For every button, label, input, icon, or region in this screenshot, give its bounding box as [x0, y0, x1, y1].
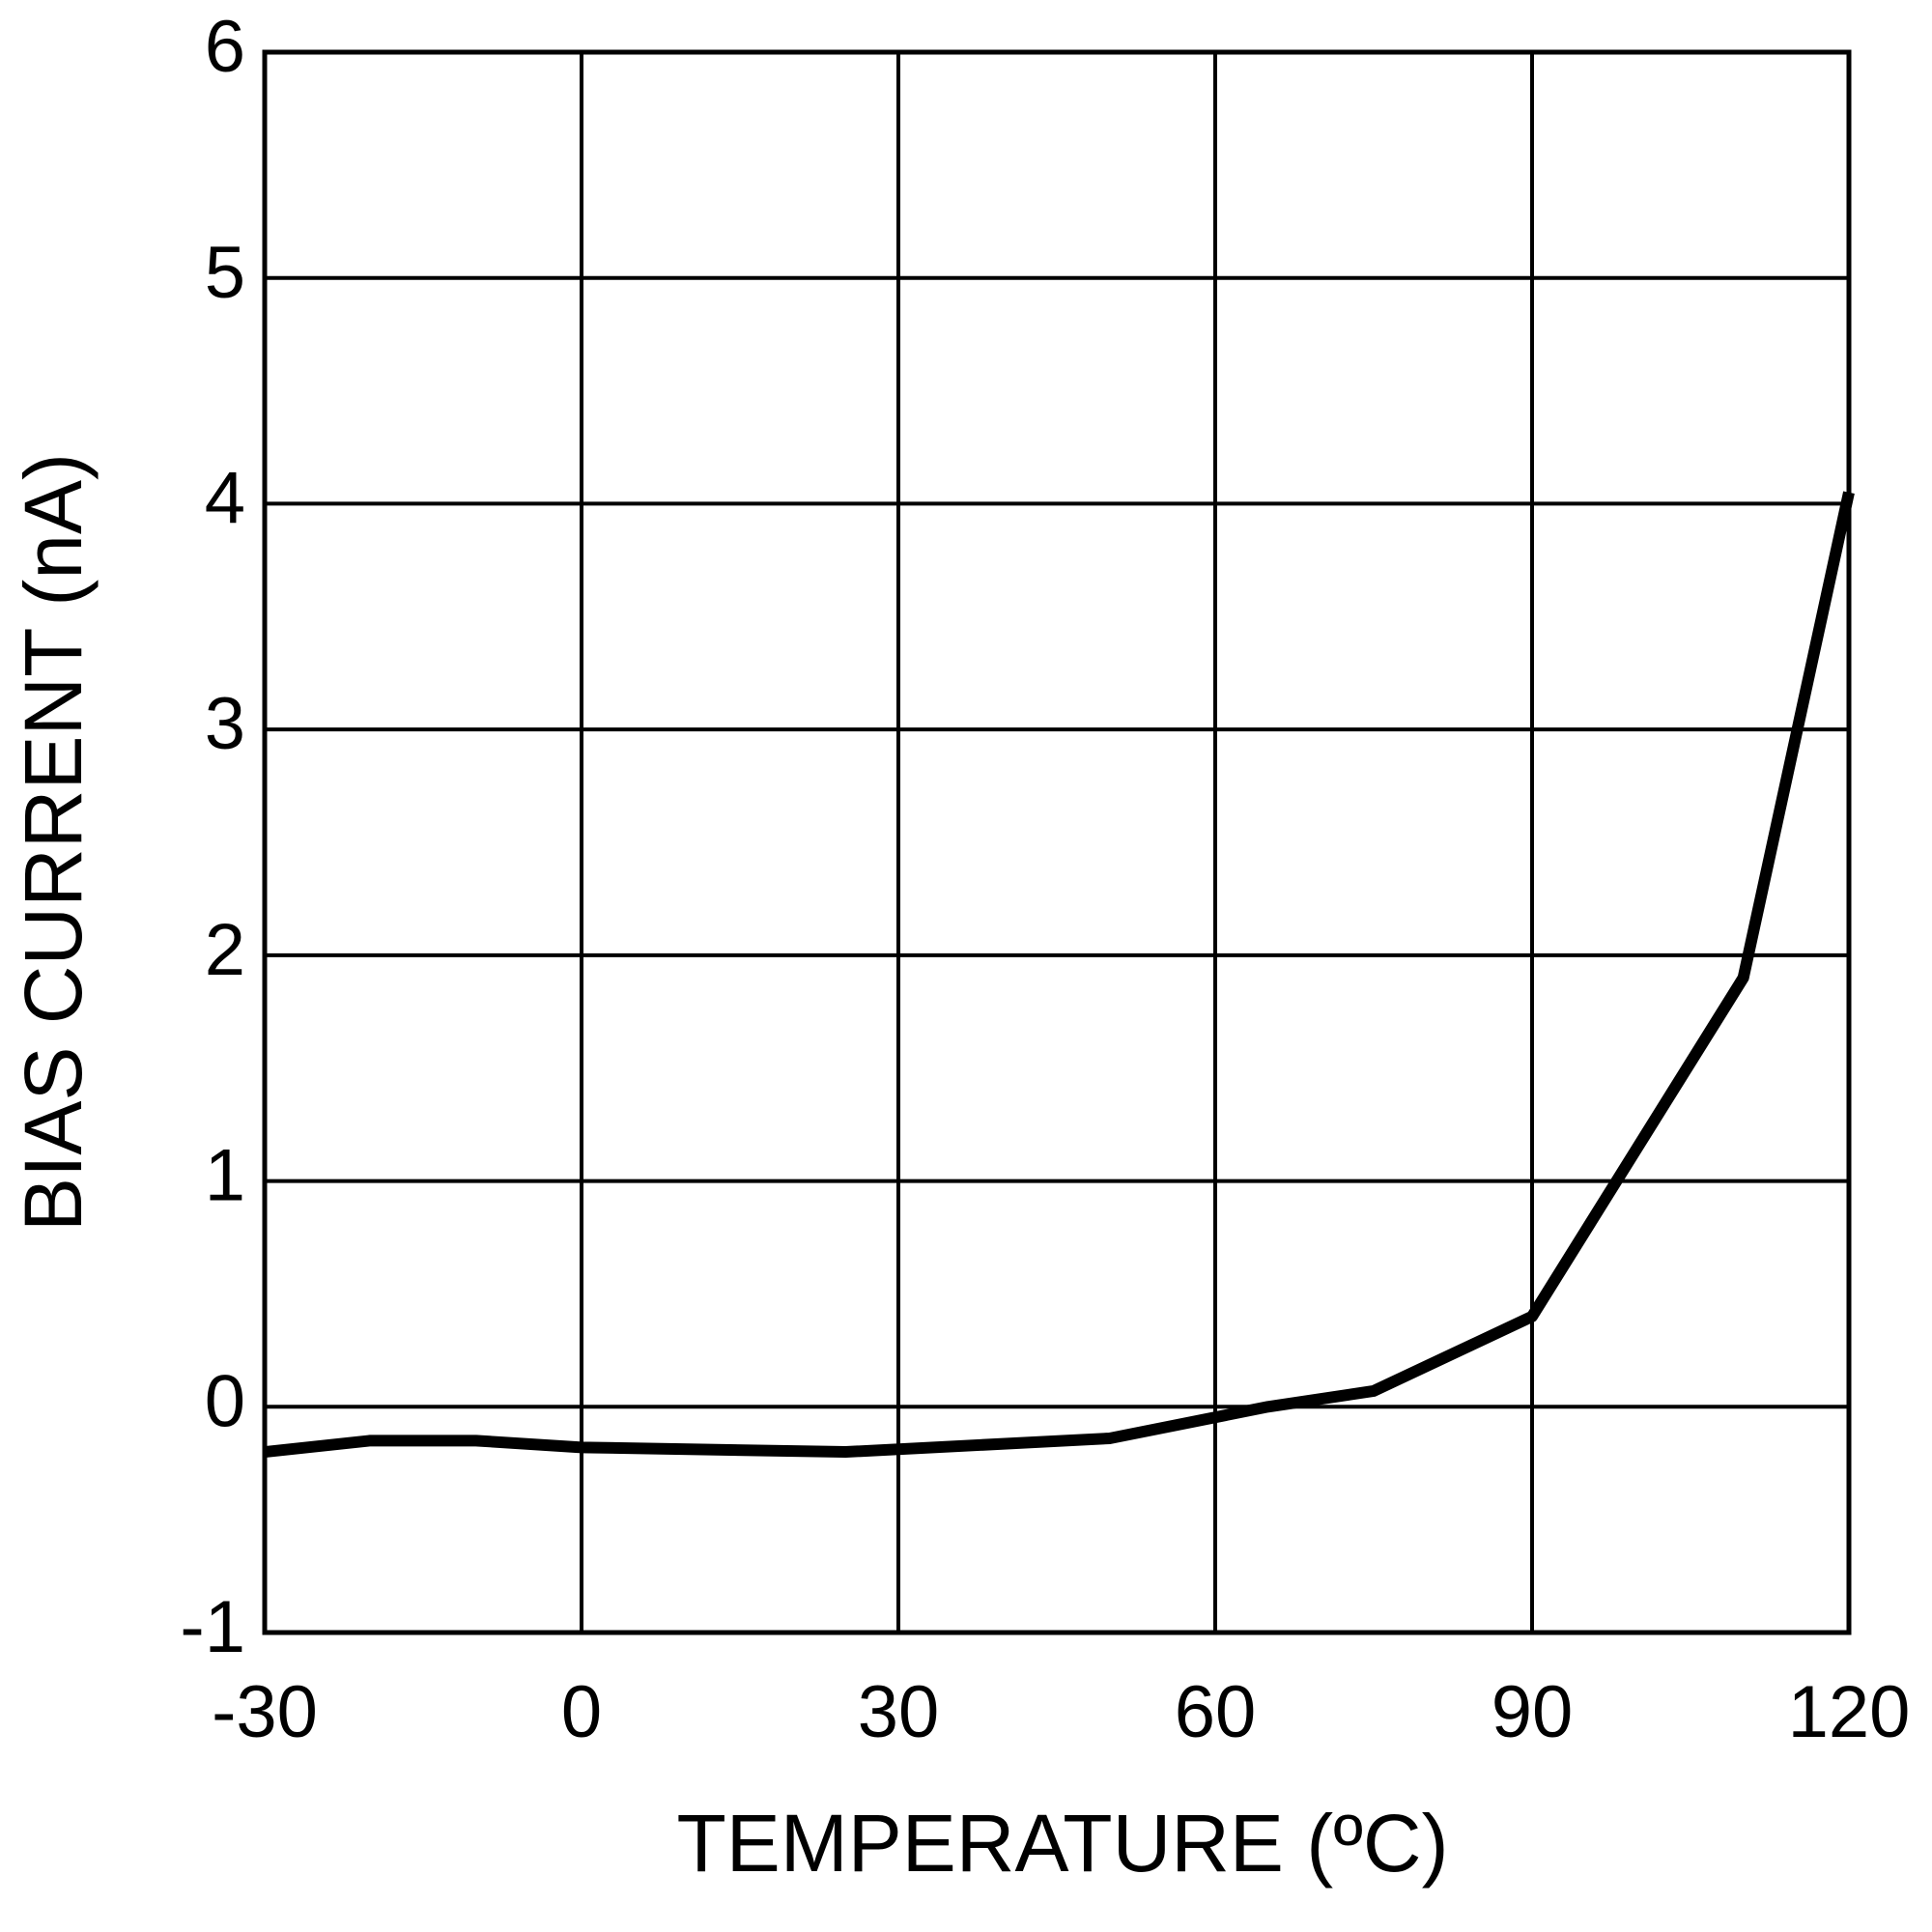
y-tick-label: 6	[205, 6, 245, 88]
x-tick-label: 90	[1492, 1671, 1574, 1753]
data-line	[264, 491, 1855, 1459]
x-tick-label: 0	[561, 1671, 602, 1753]
y-tick-label: 5	[205, 232, 245, 314]
y-tick-label: 2	[205, 909, 245, 991]
y-tick-label: 1	[205, 1135, 245, 1217]
x-tick-label: 30	[858, 1671, 940, 1753]
x-tick-label: -30	[212, 1671, 318, 1753]
y-tick-label: -1	[180, 1586, 245, 1668]
y-tick-label: 4	[205, 458, 245, 540]
y-tick-label: 3	[205, 683, 245, 765]
x-axis-title: TEMPERATURE (ºC)	[676, 1798, 1448, 1889]
x-tick-label: 120	[1788, 1671, 1911, 1753]
y-axis-title: BIAS CURRENT (nA)	[8, 453, 99, 1232]
plot-frame	[262, 49, 1852, 1635]
y-tick-label: 0	[205, 1360, 245, 1442]
x-tick-label: 60	[1175, 1671, 1257, 1753]
